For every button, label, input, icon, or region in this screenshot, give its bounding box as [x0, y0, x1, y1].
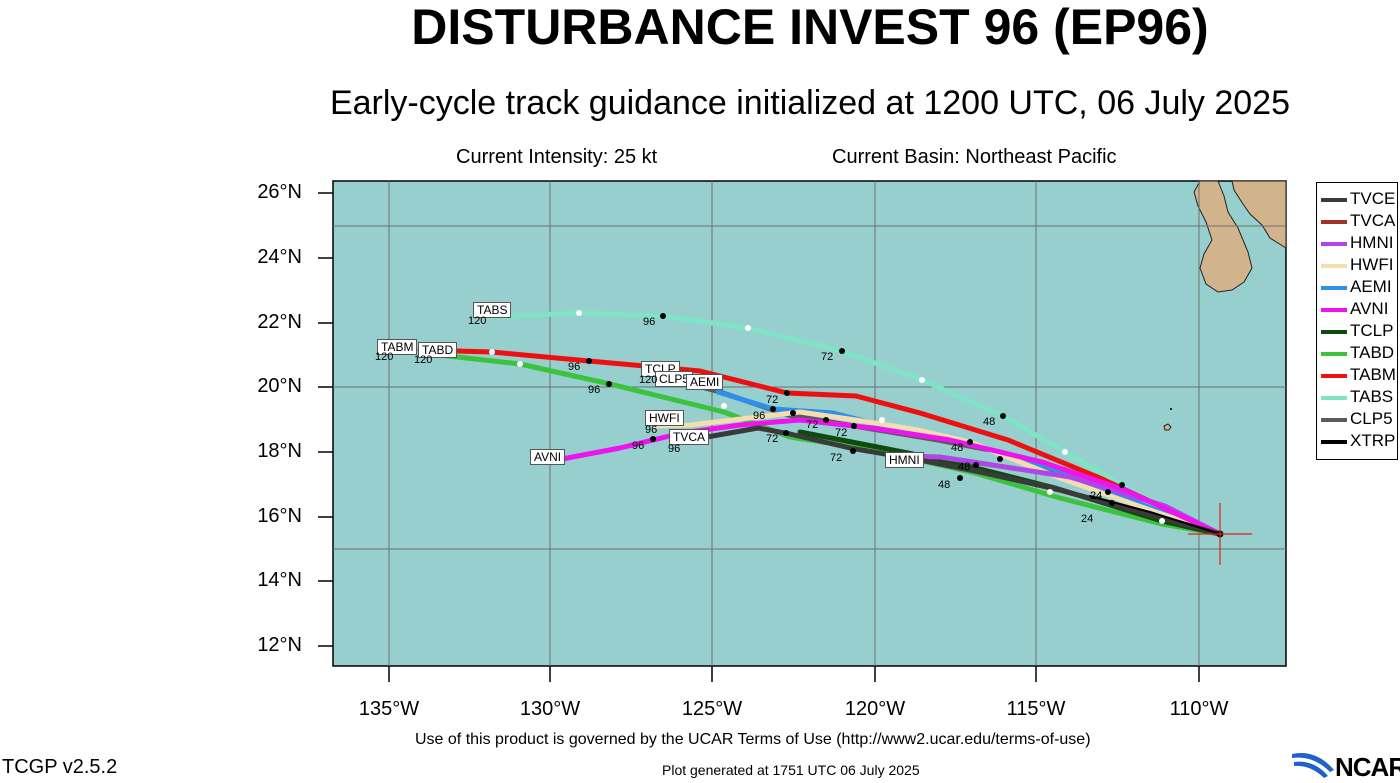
- hour-label: 72: [766, 433, 779, 445]
- hour-label: 48: [938, 479, 951, 491]
- legend-swatch: [1321, 374, 1347, 378]
- lat-tick: 18°N: [257, 440, 302, 462]
- track-label-clp5: CLP5: [655, 371, 694, 387]
- hour-label: 120: [375, 351, 394, 363]
- current-intensity: Current Intensity: 25 kt: [456, 146, 658, 168]
- legend-swatch: [1321, 440, 1347, 444]
- lon-tick: 110°W: [1169, 698, 1229, 720]
- legend-swatch: [1321, 352, 1347, 356]
- hour-label: 96: [632, 440, 645, 452]
- track-label-tabs: TABS: [473, 302, 512, 318]
- hour-label: 72: [766, 394, 779, 406]
- land-baja-peninsula: [1193, 180, 1253, 293]
- legend-label: AVNI: [1350, 299, 1389, 318]
- legend-label: TVCE: [1350, 189, 1396, 208]
- land-baja: [1231, 180, 1287, 249]
- legend-label: HWFI: [1350, 255, 1394, 274]
- terms-of-use-text: Use of this product is governed by the U…: [415, 731, 1091, 748]
- track-label-tabd: TABD: [418, 342, 458, 358]
- legend-swatch: [1321, 418, 1347, 422]
- lat-tick: 14°N: [257, 569, 302, 591]
- track-hwfi: [652, 409, 1223, 537]
- track-label-avni: AVNI: [530, 449, 566, 465]
- position-dots: [489, 310, 1224, 538]
- hour-label: 96: [643, 316, 656, 328]
- hour-label: 48: [958, 461, 971, 473]
- version-text: TCGP v2.5.2: [2, 756, 118, 778]
- island-1: [1163, 423, 1172, 431]
- hour-label: 72: [835, 427, 848, 439]
- legend-label: CLP5: [1350, 409, 1393, 428]
- lon-tick: 125°W: [681, 698, 743, 720]
- legend-swatch: [1321, 396, 1347, 400]
- track-label-hwfi: HWFI: [645, 410, 684, 426]
- ncar-logo-icon: [1292, 752, 1334, 778]
- model-tracks: [417, 310, 1223, 537]
- track-label-tabm: TABM: [377, 339, 418, 355]
- page-subtitle: Early-cycle track guidance initialized a…: [329, 84, 1291, 122]
- hour-label: 120: [414, 354, 433, 366]
- legend-swatch: [1321, 308, 1347, 312]
- hour-label: 48: [951, 442, 964, 454]
- hour-label: 120: [639, 374, 658, 386]
- island-2: [1170, 408, 1172, 410]
- track-label-tvca: TVCA: [669, 429, 710, 445]
- legend-label: TVCA: [1350, 211, 1396, 230]
- lat-tick: 22°N: [257, 311, 302, 333]
- legend-label: HMNI: [1350, 233, 1394, 252]
- track-tabs: [489, 310, 1223, 537]
- hour-label: 96: [668, 443, 681, 455]
- lat-tick: 26°N: [257, 181, 302, 203]
- legend-swatch: [1321, 264, 1347, 268]
- legend-swatch: [1321, 330, 1347, 334]
- lon-tick: 120°W: [844, 698, 906, 720]
- legend-label: TCLP: [1350, 321, 1394, 340]
- legend-label: TABD: [1350, 343, 1395, 362]
- page-title: DISTURBANCE INVEST 96 (EP96): [411, 0, 1209, 55]
- hour-label: 120: [468, 315, 487, 327]
- current-position-marker: [1188, 503, 1252, 565]
- lat-tick: 12°N: [257, 634, 302, 656]
- hour-label: 72: [806, 419, 819, 431]
- lat-tick: 20°N: [257, 375, 302, 397]
- legend: TVCE TVCA HMNI HWFI AEMI AVNI TCLP TABD …: [1316, 182, 1398, 460]
- lon-tick: 130°W: [519, 698, 581, 720]
- current-basin: Current Basin: Northeast Pacific: [832, 146, 1117, 168]
- hour-label: 24: [1090, 490, 1103, 502]
- generated-text: Plot generated at 1751 UTC 06 July 2025: [662, 762, 920, 778]
- grid-lines: [333, 181, 1286, 666]
- legend-label: AEMI: [1350, 277, 1392, 296]
- lat-tick: 16°N: [257, 505, 302, 527]
- hour-label: 24: [1081, 513, 1094, 525]
- track-tabm: [417, 347, 1223, 537]
- legend-swatch: [1321, 286, 1347, 290]
- lon-tick: 115°W: [1006, 698, 1066, 720]
- legend-label: XTRP: [1350, 431, 1396, 450]
- hour-label: 96: [645, 424, 658, 436]
- track-label-aemi: AEMI: [686, 374, 724, 390]
- hour-label: 96: [588, 384, 601, 396]
- ncar-logo-text: NCAR: [1335, 752, 1400, 782]
- hour-label: 96: [568, 361, 581, 373]
- hour-label: 72: [821, 351, 834, 363]
- legend-swatch: [1321, 242, 1347, 246]
- lon-tick: 135°W: [358, 698, 420, 720]
- lat-tick: 24°N: [257, 246, 302, 268]
- hour-label: 48: [983, 416, 996, 428]
- legend-swatch: [1321, 198, 1347, 202]
- track-label-hmni: HMNI: [885, 452, 924, 468]
- legend-label: TABS: [1350, 387, 1394, 406]
- legend-swatch: [1321, 220, 1347, 224]
- hour-label: 96: [753, 410, 766, 422]
- axis-ticks: [318, 192, 1200, 682]
- hour-label: 72: [830, 452, 843, 464]
- legend-label: TABM: [1350, 365, 1396, 384]
